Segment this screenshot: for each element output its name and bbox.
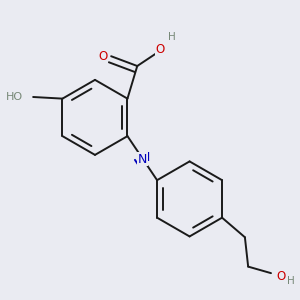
Text: O: O [276, 270, 285, 283]
Text: N: N [138, 153, 147, 166]
Text: N: N [141, 151, 150, 164]
Text: HO: HO [6, 92, 23, 102]
Text: O: O [98, 50, 108, 63]
Text: H: H [168, 32, 176, 42]
Text: O: O [155, 43, 165, 56]
Text: H: H [287, 276, 294, 286]
